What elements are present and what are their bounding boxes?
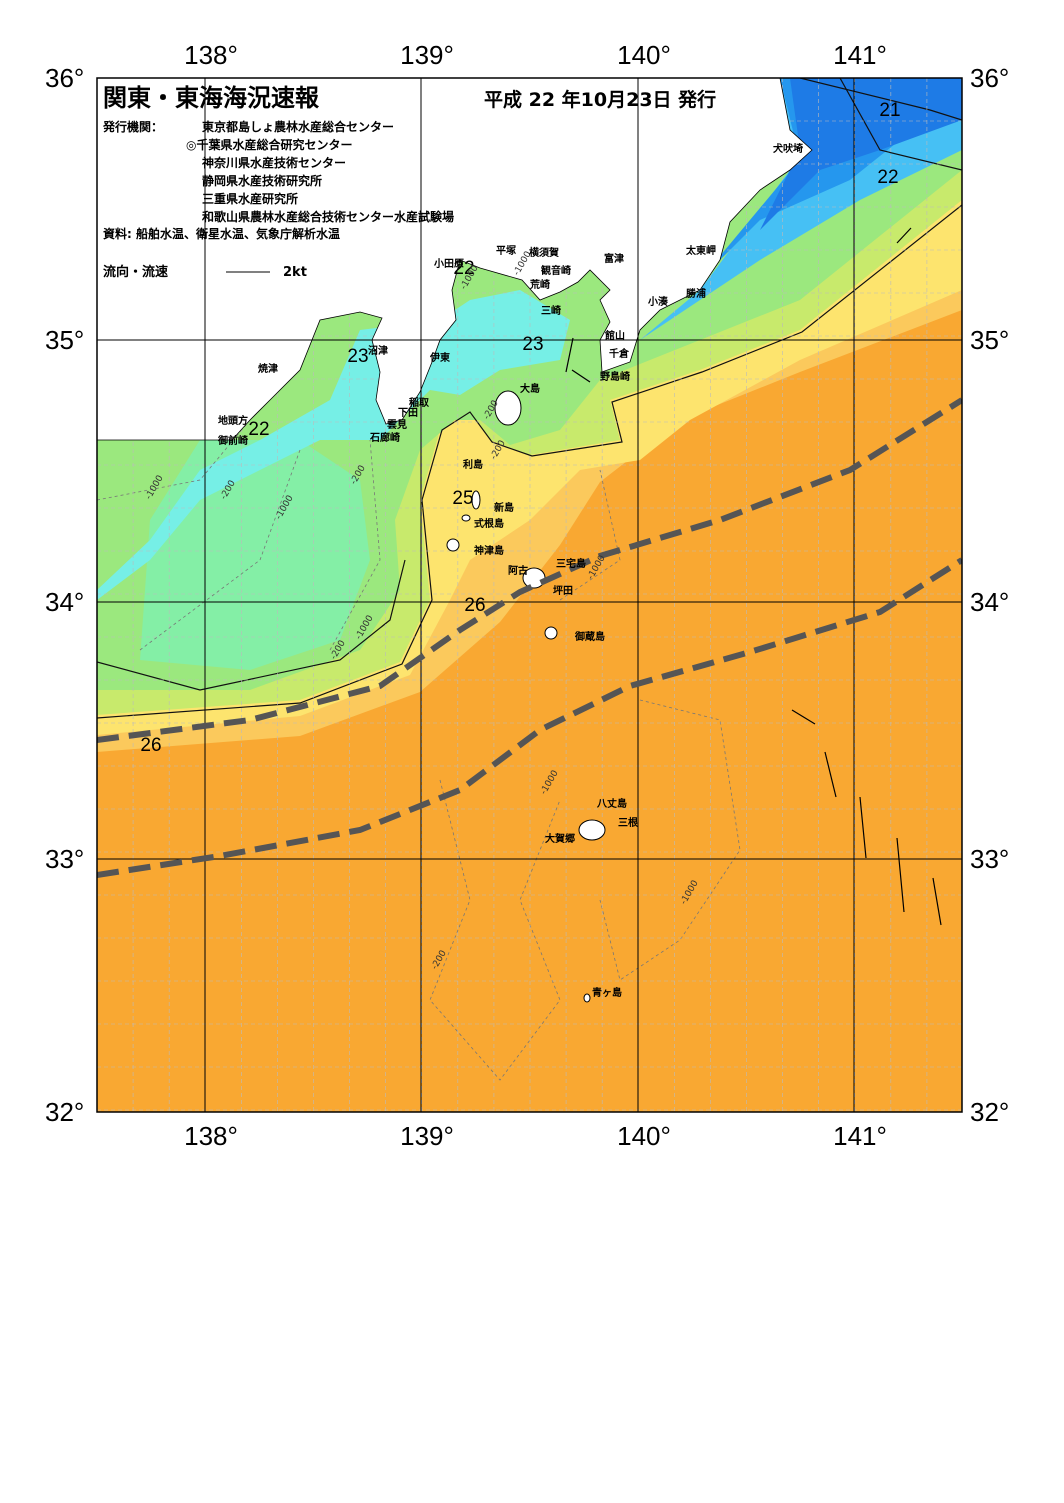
issuer: 三重県水産研究所	[202, 191, 298, 206]
isotherm-label: 25	[452, 488, 473, 509]
place-name: 大賀郷	[545, 832, 575, 845]
title: 関東・東海海況速報	[103, 84, 320, 112]
place-name: 坪田	[553, 584, 573, 597]
lat-label: 34°	[970, 587, 1009, 617]
lon-label: 138°	[184, 1121, 238, 1151]
lon-label: 140°	[617, 1121, 671, 1151]
place-name: 大島	[520, 382, 540, 395]
isotherm-label: 22	[877, 167, 898, 188]
lon-label: 140°	[617, 40, 671, 70]
isotherm-label: 26	[464, 595, 485, 616]
place-name: 地頭方	[218, 414, 248, 427]
issuer: 神奈川県水産技術センター	[202, 155, 346, 170]
place-name: 式根島	[474, 517, 504, 530]
place-name: 伊東	[429, 351, 450, 364]
place-name: 犬吠埼	[773, 142, 803, 155]
current-arrows	[565, 227, 942, 926]
place-name: 富津	[604, 252, 624, 265]
issuer: 東京都島しょ農林水産総合センター	[202, 119, 394, 134]
place-name: 稲取	[409, 396, 430, 409]
lat-label: 33°	[45, 844, 84, 874]
depth-contours	[97, 419, 741, 1081]
issuer: 和歌山県農林水産総合技術センター水産試験場	[201, 209, 454, 224]
map-frame	[96, 77, 963, 1113]
place-name: 野島崎	[600, 370, 630, 383]
lat-label: 36°	[45, 63, 84, 93]
islands	[446, 390, 606, 1003]
isotherm-label: 23	[522, 334, 543, 355]
place-name: 三崎	[541, 304, 561, 317]
place-name: 小田原	[433, 257, 464, 270]
isotherm-label: 23	[347, 346, 368, 367]
lat-label: 35°	[970, 325, 1009, 355]
zone-18	[760, 78, 962, 230]
legend-scale: 2kt	[283, 265, 307, 280]
isotherm-label: 21	[879, 100, 900, 121]
place-name: 館山	[604, 329, 625, 342]
isotherm-label: 26	[140, 735, 161, 756]
lon-label: 138°	[184, 40, 238, 70]
place-name: 青ヶ島	[592, 986, 622, 999]
place-name: 石廊崎	[369, 431, 400, 444]
lon-label: 141°	[833, 40, 887, 70]
place-name: 千倉	[609, 347, 630, 360]
place-name: 勝浦	[686, 287, 706, 300]
kuroshio-axis	[97, 397, 962, 878]
land	[97, 78, 813, 441]
lat-label: 32°	[970, 1097, 1009, 1127]
issuer-label: 発行機関：	[102, 119, 163, 134]
lon-label: 141°	[833, 1121, 887, 1151]
lat-label: 34°	[45, 587, 84, 617]
issue-date: 平成 22 年10月23日 発行	[484, 88, 716, 111]
lat-label: 36°	[970, 63, 1009, 93]
place-name: 下田	[398, 407, 418, 419]
place-name: 御前崎	[217, 434, 248, 447]
place-name: 小湊	[647, 295, 669, 308]
place-name: 焼津	[258, 362, 278, 375]
place-name: 新島	[494, 501, 514, 514]
place-name: 太東岬	[685, 244, 716, 257]
place-name: 三宅島	[556, 557, 586, 570]
place-name: 横須賀	[529, 246, 559, 259]
legend-label: 流向・流速	[103, 264, 168, 280]
major-grid	[97, 78, 962, 1112]
place-name: 雲見	[387, 419, 407, 431]
place-name: 阿古	[508, 564, 528, 577]
place-name: 三根	[618, 816, 638, 829]
place-name: 八丈島	[596, 797, 627, 810]
place-name: 平塚	[496, 244, 516, 257]
source: 資料: 船舶水温、衛星水温、気象庁解析水温	[103, 226, 340, 241]
lat-label: 35°	[45, 325, 84, 355]
lon-label: 139°	[400, 40, 454, 70]
isotherms	[97, 78, 962, 719]
issuer: 静岡県水産技術研究所	[202, 173, 322, 188]
place-name: 神津島	[474, 544, 504, 557]
lat-label: 32°	[45, 1097, 84, 1127]
place-name: 沼津	[368, 344, 388, 357]
map	[97, 78, 962, 1112]
zone-21	[97, 290, 570, 600]
isotherm-label: 22	[248, 419, 269, 440]
lon-label: 139°	[400, 1121, 454, 1151]
place-name: 利島	[463, 458, 483, 471]
isotherm-label: 22	[453, 258, 474, 279]
lat-label: 33°	[970, 844, 1009, 874]
place-name: 観音崎	[541, 264, 571, 277]
place-name: 御蔵島	[574, 630, 605, 643]
place-name: 荒崎	[529, 278, 550, 291]
issuer: ◎千葉県水産総合研究センター	[186, 137, 352, 152]
